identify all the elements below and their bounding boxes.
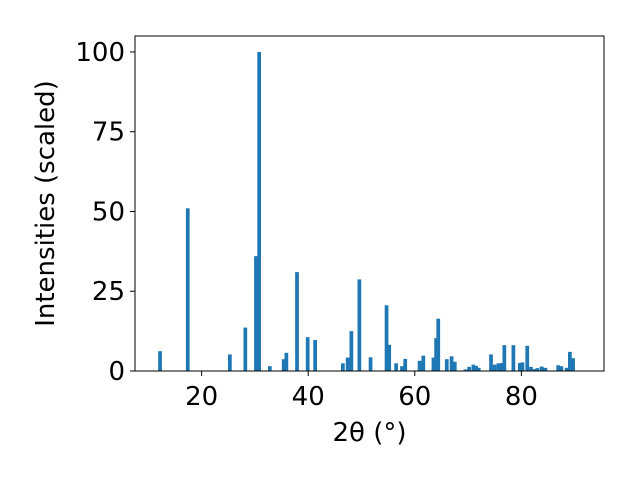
- bar: [394, 363, 399, 371]
- plot-frame: [134, 35, 605, 372]
- bar: [295, 272, 299, 371]
- bar: [281, 359, 286, 371]
- bar: [345, 357, 350, 371]
- x-tick-label: 60: [398, 382, 431, 412]
- bar: [559, 366, 564, 371]
- bar: [368, 357, 373, 371]
- bar: [421, 355, 426, 371]
- bar: [340, 363, 345, 371]
- bar: [571, 358, 575, 371]
- x-tick-label: 40: [292, 382, 325, 412]
- bar: [444, 359, 449, 371]
- bar: [474, 365, 478, 371]
- bar: [267, 366, 272, 371]
- bar: [158, 351, 162, 371]
- bar: [517, 363, 522, 371]
- bar: [492, 364, 497, 371]
- bar-series: [158, 51, 575, 371]
- bar: [476, 367, 481, 371]
- bar: [532, 369, 537, 371]
- bar: [520, 362, 525, 371]
- bar: [384, 305, 389, 371]
- bar: [502, 345, 507, 371]
- y-tick-label: 0: [108, 357, 125, 387]
- bar: [535, 368, 540, 371]
- x-axis: 20 40 60 80: [185, 371, 538, 412]
- bar: [387, 344, 392, 371]
- bar: [243, 327, 248, 371]
- bar: [305, 337, 310, 371]
- x-axis-title: 2θ (°): [332, 418, 406, 448]
- bar: [436, 318, 441, 371]
- bar: [463, 369, 468, 371]
- bar: [349, 331, 354, 371]
- bar: [564, 367, 569, 371]
- bar: [357, 279, 362, 371]
- bar: [434, 338, 438, 371]
- bar: [254, 256, 258, 371]
- bar: [452, 361, 457, 371]
- bar: [496, 363, 501, 371]
- bar: [539, 366, 544, 371]
- bar: [228, 354, 232, 371]
- bar: [471, 364, 476, 371]
- bar: [543, 367, 548, 371]
- bar: [284, 352, 289, 371]
- bar: [313, 340, 317, 371]
- bar: [431, 357, 436, 371]
- bar: [400, 366, 404, 371]
- bar: [499, 363, 504, 371]
- y-tick-label: 50: [92, 197, 125, 227]
- bar: [417, 360, 422, 371]
- bar: [556, 365, 561, 371]
- bar: [511, 345, 516, 371]
- y-tick-label: 25: [92, 277, 125, 307]
- bar: [257, 51, 262, 371]
- y-tick-label: 75: [92, 118, 125, 148]
- x-tick-label: 80: [505, 382, 538, 412]
- bar: [403, 358, 408, 371]
- bar: [467, 366, 472, 371]
- bar: [185, 208, 190, 371]
- y-tick-label: 100: [75, 38, 125, 68]
- y-axis-title: Intensities (scaled): [31, 80, 61, 327]
- x-tick-label: 20: [185, 382, 218, 412]
- bar: [568, 351, 572, 371]
- y-axis: 0 25 50 75 100: [75, 38, 135, 387]
- bar: [525, 345, 530, 371]
- bar: [449, 356, 454, 371]
- bar: [529, 366, 533, 371]
- bar: [489, 354, 493, 371]
